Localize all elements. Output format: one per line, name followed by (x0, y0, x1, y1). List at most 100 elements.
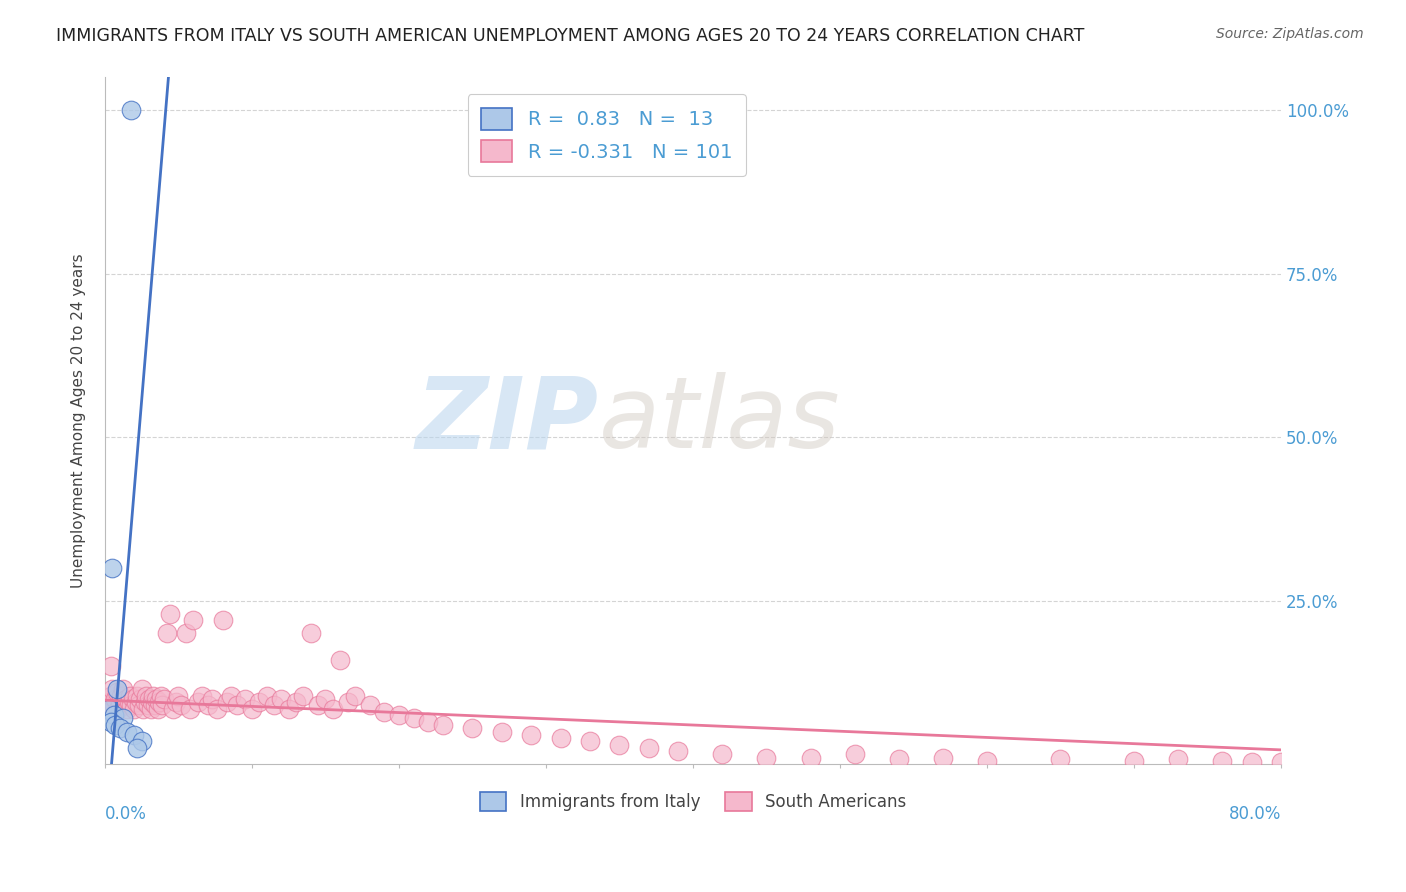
Point (373, 705, 395, 719)
Point (1211, 754, 1233, 768)
Point (1049, 752, 1071, 766)
Point (226, 698, 249, 713)
Point (256, 689, 278, 703)
Point (579, 734, 602, 748)
Point (107, 701, 129, 715)
Point (205, 701, 228, 715)
Text: 0.0%: 0.0% (105, 805, 146, 823)
Point (134, 695, 156, 709)
Point (322, 701, 344, 715)
Point (976, 754, 998, 768)
Point (115, 701, 138, 715)
Point (120, 698, 142, 713)
Point (98, 701, 121, 715)
Point (711, 747, 734, 762)
Point (108, 695, 131, 709)
Point (187, 695, 209, 709)
Point (359, 698, 381, 713)
Point (165, 695, 187, 709)
Point (388, 708, 411, 723)
Point (103, 708, 125, 723)
Point (285, 695, 308, 709)
Point (111, 681, 134, 696)
Point (104, 718, 127, 732)
Point (128, 698, 150, 713)
Text: 80.0%: 80.0% (1229, 805, 1281, 823)
Point (136, 698, 159, 713)
Point (215, 695, 238, 709)
Point (150, 698, 173, 713)
Point (800, 750, 823, 764)
Text: Source: ZipAtlas.com: Source: ZipAtlas.com (1216, 27, 1364, 41)
Point (299, 626, 322, 640)
Point (263, 698, 285, 713)
Point (201, 691, 224, 706)
Point (135, 689, 157, 703)
Point (131, 681, 153, 696)
Point (520, 728, 543, 742)
Point (138, 691, 160, 706)
Point (240, 701, 263, 715)
Point (100, 689, 122, 703)
Point (1123, 754, 1146, 768)
Point (491, 724, 513, 739)
Point (131, 734, 153, 748)
Point (197, 698, 219, 713)
Point (141, 695, 163, 709)
Point (145, 691, 167, 706)
Point (146, 701, 169, 715)
Point (101, 561, 124, 575)
Point (170, 698, 193, 713)
Point (100, 714, 122, 729)
Point (139, 701, 162, 715)
Point (98, 695, 121, 709)
Point (887, 752, 910, 766)
Point (117, 695, 139, 709)
Point (755, 750, 778, 764)
Point (114, 691, 136, 706)
Legend: Immigrants from Italy, South Americans: Immigrants from Italy, South Americans (472, 785, 912, 818)
Point (233, 691, 256, 706)
Point (314, 691, 336, 706)
Point (110, 689, 132, 703)
Point (129, 691, 152, 706)
Point (103, 698, 125, 713)
Point (932, 750, 955, 764)
Text: IMMIGRANTS FROM ITALY VS SOUTH AMERICAN UNEMPLOYMENT AMONG AGES 20 TO 24 YEARS C: IMMIGRANTS FROM ITALY VS SOUTH AMERICAN … (56, 27, 1084, 45)
Point (1167, 752, 1189, 766)
Point (105, 685, 128, 699)
Point (149, 689, 172, 703)
Point (115, 724, 138, 739)
Point (167, 689, 190, 703)
Point (666, 744, 689, 758)
Point (247, 695, 270, 709)
Point (162, 701, 184, 715)
Point (105, 681, 128, 696)
Point (336, 695, 359, 709)
Point (461, 721, 484, 735)
Point (402, 711, 425, 725)
Text: ZIP: ZIP (416, 372, 599, 469)
Point (120, 103, 142, 117)
Point (307, 698, 329, 713)
Point (329, 652, 352, 666)
Point (112, 698, 135, 713)
Point (100, 659, 122, 673)
Point (122, 691, 145, 706)
Point (179, 701, 201, 715)
Point (101, 681, 124, 696)
Point (104, 691, 127, 706)
Point (142, 689, 165, 703)
Point (156, 626, 179, 640)
Point (292, 689, 315, 703)
Point (609, 738, 631, 752)
Point (550, 731, 572, 745)
Point (111, 711, 134, 725)
Point (124, 728, 146, 742)
Point (211, 613, 233, 627)
Point (844, 747, 866, 762)
Point (143, 698, 166, 713)
Point (159, 607, 181, 621)
Point (152, 691, 174, 706)
Point (418, 714, 440, 729)
